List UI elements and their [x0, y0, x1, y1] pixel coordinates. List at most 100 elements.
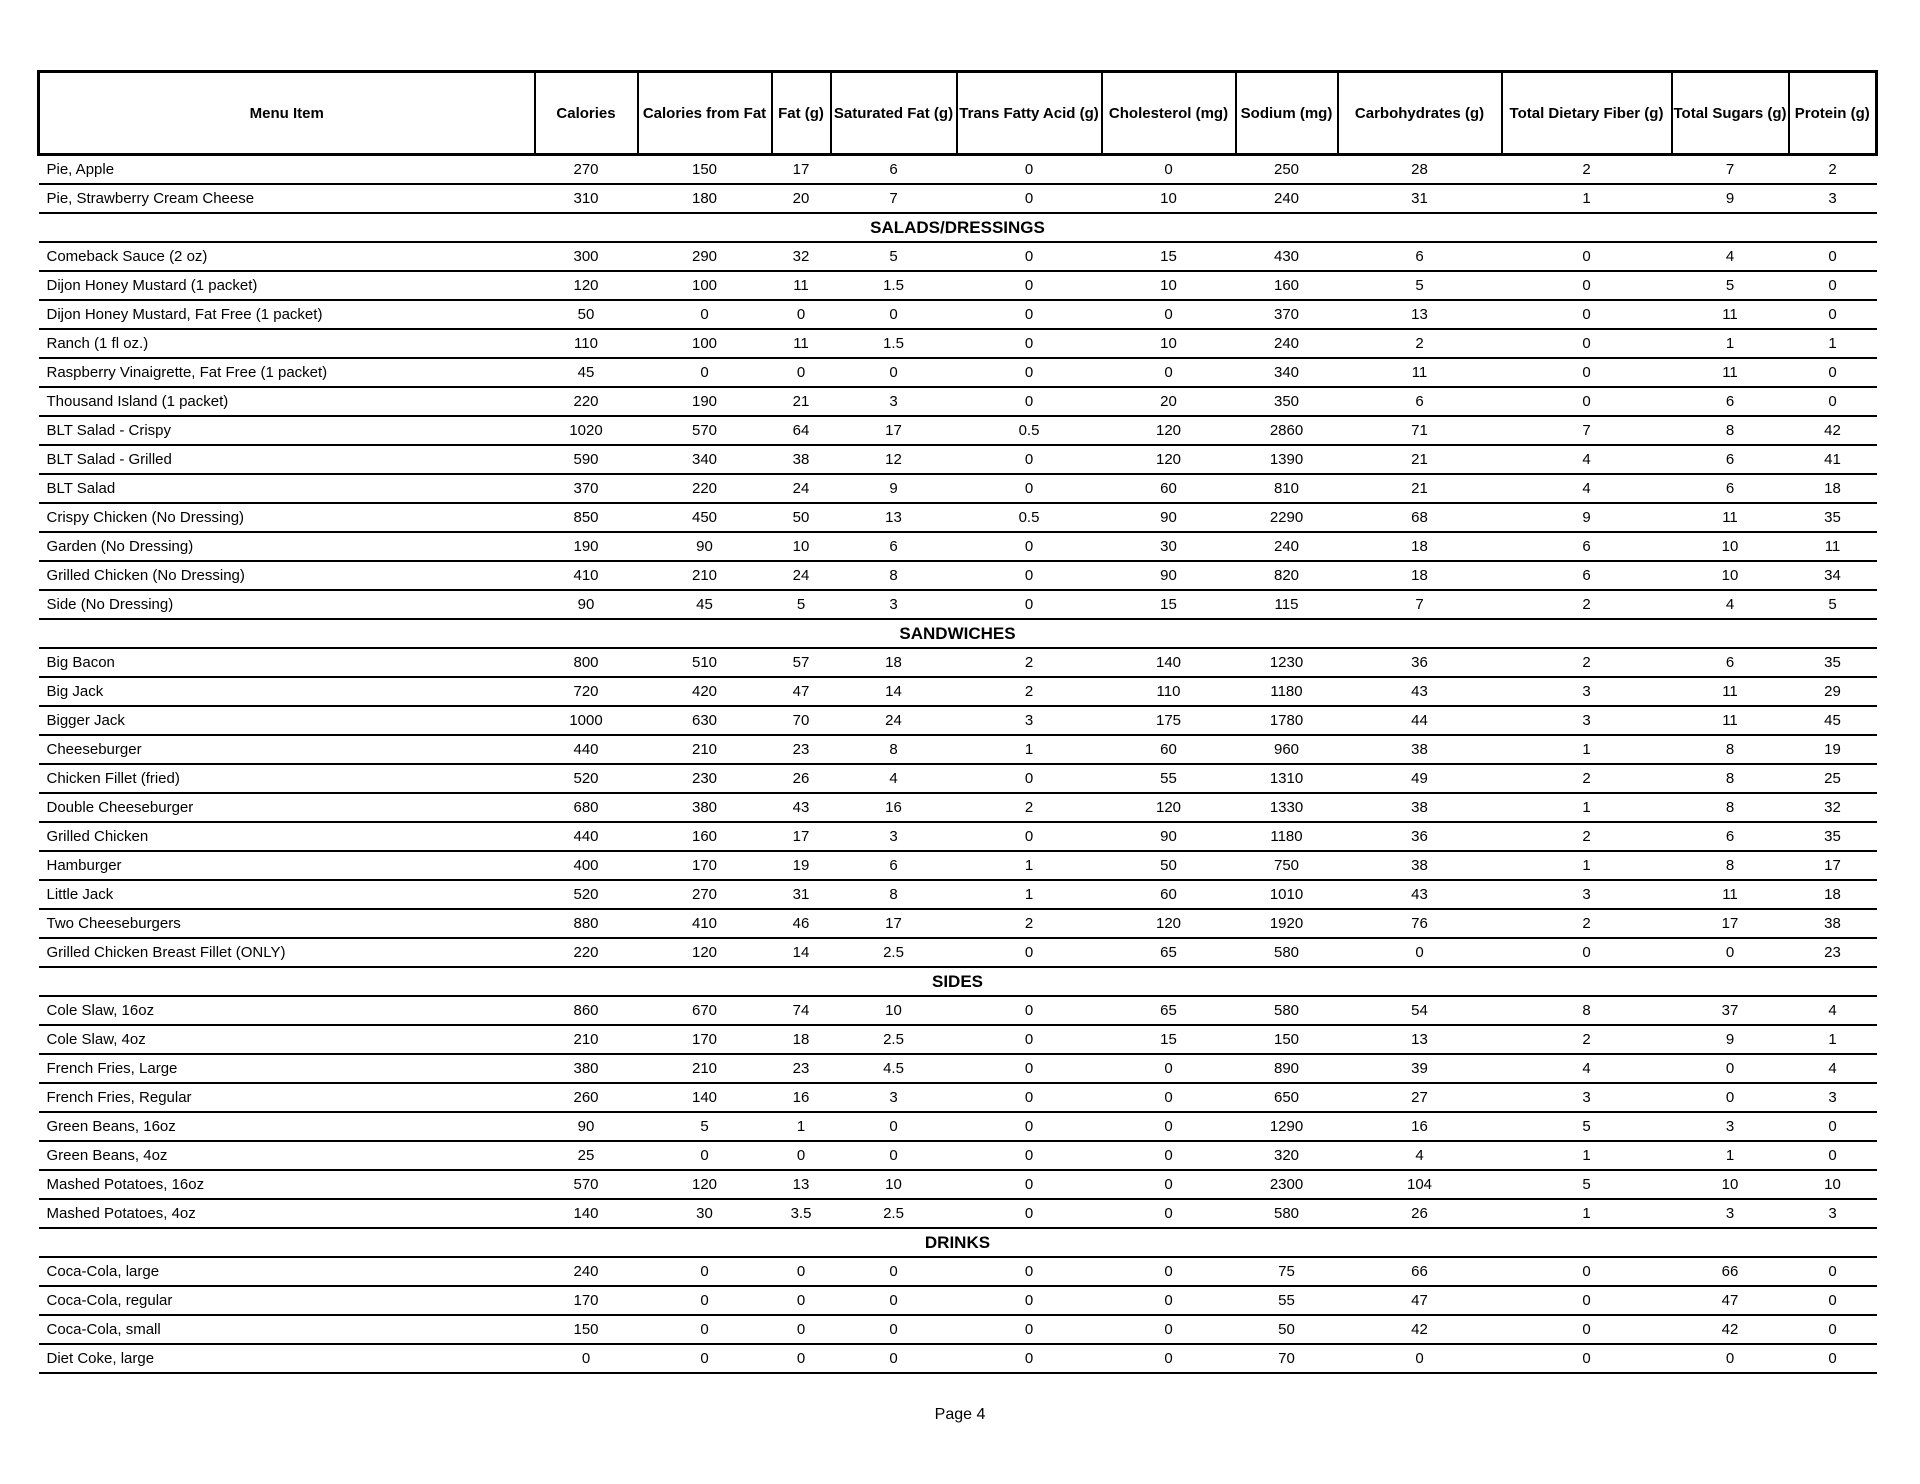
nutrition-value: 320: [1235, 1141, 1338, 1171]
nutrition-value: 18: [771, 1025, 831, 1055]
menu-item-row: Hamburger 400 170 19 6 1 50 750 38 1 8 17: [38, 851, 1877, 881]
column-header: Calories: [533, 70, 639, 156]
nutrition-value: 1: [1501, 184, 1672, 214]
nutrition-value: 9: [1671, 184, 1789, 214]
nutrition-value: 410: [534, 561, 638, 591]
nutrition-value: 0: [1101, 1112, 1236, 1142]
nutrition-value: 0: [1501, 271, 1672, 301]
nutrition-value: 190: [534, 532, 638, 562]
nutrition-value: 66: [1671, 1257, 1789, 1287]
menu-item-row: Ranch (1 fl oz.) 110 100 11 1.5 0 10 240 2 0 1 1: [38, 329, 1877, 359]
nutrition-value: 0: [956, 996, 1102, 1026]
nutrition-value: 11: [1788, 532, 1877, 562]
nutrition-value: 1010: [1235, 880, 1338, 910]
nutrition-value: 30: [637, 1199, 772, 1229]
column-header: Menu Item: [37, 70, 536, 156]
nutrition-value: 21: [771, 387, 831, 417]
column-header: Total Dietary Fiber (g): [1500, 70, 1673, 156]
nutrition-value: 2: [956, 648, 1102, 678]
nutrition-value: 55: [1101, 764, 1236, 794]
nutrition-value: 35: [1788, 503, 1877, 533]
menu-item-row: BLT Salad - Crispy 1020 570 64 17 0.5 120 2860 7…: [38, 416, 1877, 446]
nutrition-value: 3.5: [771, 1199, 831, 1229]
nutrition-value: 5: [1501, 1112, 1672, 1142]
menu-item-row: BLT Salad 370 220 24 9 0 60 810 21 4 6 18: [38, 474, 1877, 504]
nutrition-value: 175: [1101, 706, 1236, 736]
nutrition-value: 15: [1101, 1025, 1236, 1055]
nutrition-value: 35: [1788, 648, 1877, 678]
menu-item-row: French Fries, Regular 260 140 16 3 0 0 650 27 3 0 3: [38, 1083, 1877, 1113]
nutrition-value: 0: [637, 358, 772, 388]
nutrition-value: 380: [534, 1054, 638, 1084]
nutrition-value: 38: [1337, 793, 1502, 823]
nutrition-value: 2: [1501, 822, 1672, 852]
nutrition-value: 1: [1501, 1141, 1672, 1171]
nutrition-value: 65: [1101, 938, 1236, 968]
nutrition-value: 10: [1671, 561, 1789, 591]
nutrition-value: 800: [534, 648, 638, 678]
nutrition-value: 65: [1101, 996, 1236, 1026]
nutrition-value: 0: [956, 1083, 1102, 1113]
nutrition-value: 0: [830, 1141, 957, 1171]
nutrition-value: 41: [1788, 445, 1877, 475]
nutrition-value: 10: [1101, 184, 1236, 214]
nutrition-value: 74: [771, 996, 831, 1026]
nutrition-value: 8: [830, 561, 957, 591]
nutrition-value: 8: [1671, 851, 1789, 881]
menu-item-row: Bigger Jack 1000 630 70 24 3 175 1780 44 3 11 45: [38, 706, 1877, 736]
menu-item-name: Bigger Jack: [38, 706, 535, 736]
nutrition-value: 0: [1788, 387, 1877, 417]
nutrition-value: 45: [534, 358, 638, 388]
nutrition-value: 350: [1235, 387, 1338, 417]
nutrition-value: 13: [830, 503, 957, 533]
nutrition-value: 0: [1788, 1344, 1877, 1374]
nutrition-value: 1180: [1235, 677, 1338, 707]
nutrition-value: 1: [956, 735, 1102, 765]
nutrition-value: 5: [771, 590, 831, 620]
nutrition-value: 0: [1788, 1315, 1877, 1345]
menu-item-row: Cole Slaw, 16oz 860 670 74 10 0 65 580 54 8 37 4: [38, 996, 1877, 1026]
nutrition-value: 430: [1235, 242, 1338, 272]
nutrition-value: 0: [1671, 1054, 1789, 1084]
menu-item-row: French Fries, Large 380 210 23 4.5 0 0 890 39 4 0 4: [38, 1054, 1877, 1084]
nutrition-value: 25: [534, 1141, 638, 1171]
menu-item-name: Chicken Fillet (fried): [38, 764, 535, 794]
nutrition-value: 1: [1788, 329, 1877, 359]
menu-item-name: Crispy Chicken (No Dressing): [38, 503, 535, 533]
nutrition-value: 0: [1671, 1344, 1789, 1374]
nutrition-value: 2: [956, 677, 1102, 707]
nutrition-value: 210: [637, 561, 772, 591]
menu-item-name: Cole Slaw, 4oz: [38, 1025, 535, 1055]
nutrition-value: 9: [830, 474, 957, 504]
nutrition-value: 570: [534, 1170, 638, 1200]
menu-item-row: Crispy Chicken (No Dressing) 850 450 50 13 0.…: [38, 503, 1877, 533]
nutrition-value: 45: [637, 590, 772, 620]
column-header: Trans Fatty Acid (g): [955, 70, 1103, 156]
section-row: SANDWICHES: [38, 619, 1877, 649]
nutrition-value: 24: [771, 561, 831, 591]
nutrition-value: 19: [771, 851, 831, 881]
nutrition-value: 17: [1788, 851, 1877, 881]
nutrition-value: 0: [956, 1257, 1102, 1287]
nutrition-value: 0: [956, 1141, 1102, 1171]
nutrition-value: 0: [771, 1286, 831, 1316]
nutrition-value: 11: [1671, 503, 1789, 533]
nutrition-value: 90: [1101, 503, 1236, 533]
nutrition-value: 400: [534, 851, 638, 881]
nutrition-value: 120: [1101, 909, 1236, 939]
nutrition-value: 0: [637, 300, 772, 330]
nutrition-value: 0: [1501, 387, 1672, 417]
menu-item-name: Grilled Chicken Breast Fillet (ONLY): [38, 938, 535, 968]
nutrition-value: 410: [637, 909, 772, 939]
nutrition-value: 4: [1501, 445, 1672, 475]
nutrition-value: 1920: [1235, 909, 1338, 939]
menu-item-name: Mashed Potatoes, 4oz: [38, 1199, 535, 1229]
menu-item-name: Cheeseburger: [38, 735, 535, 765]
nutrition-value: 36: [1337, 822, 1502, 852]
nutrition-value: 4: [1671, 242, 1789, 272]
nutrition-value: 5: [1337, 271, 1502, 301]
nutrition-value: 7: [1337, 590, 1502, 620]
nutrition-value: 0: [1788, 242, 1877, 272]
nutrition-value: 38: [771, 445, 831, 475]
